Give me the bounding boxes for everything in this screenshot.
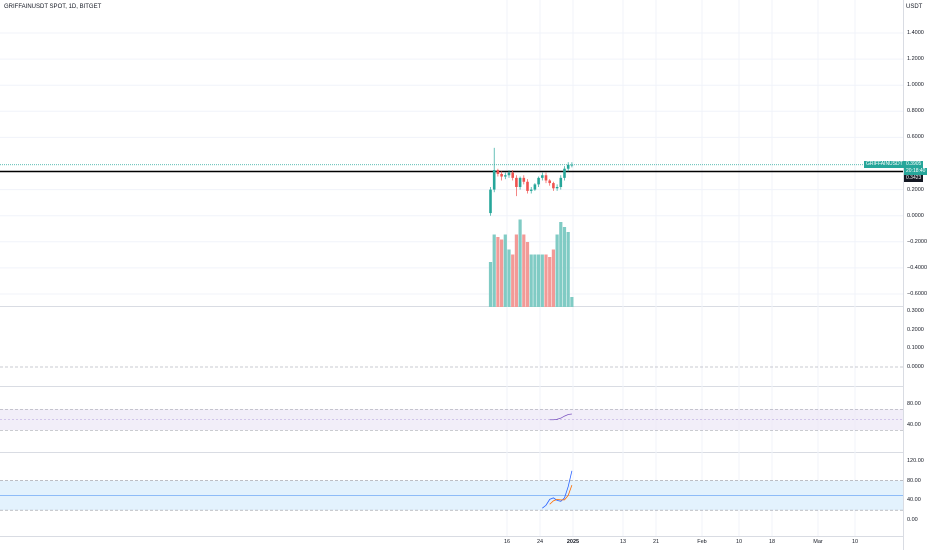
volume-bar <box>496 237 500 307</box>
candle-body <box>496 170 500 174</box>
volume-bar <box>488 262 493 307</box>
candle-body <box>504 175 507 177</box>
candle-body <box>518 177 522 187</box>
chart-canvas[interactable] <box>0 0 903 536</box>
stoch-tick-label: 80.00 <box>907 477 921 484</box>
candle-body <box>507 172 511 176</box>
time-axis-label: 2025 <box>566 539 580 545</box>
time-axis-label: Feb <box>697 539 707 545</box>
volume-bar <box>540 254 544 307</box>
time-axis-label: 21 <box>652 539 660 545</box>
price-tick-label: 1.2000 <box>907 56 924 63</box>
volume-bar <box>503 234 507 307</box>
symbol-title[interactable]: GRIFFAINUSDT SPOT, 1D, BITGET <box>4 4 102 10</box>
volume-tick-label: 0.0000 <box>907 364 924 370</box>
volume-bar <box>500 239 504 307</box>
candle-body <box>563 168 566 178</box>
candle-body <box>526 181 529 191</box>
candle-body <box>533 184 537 190</box>
time-axis-label: 24 <box>536 539 544 545</box>
volume-bar <box>514 234 518 307</box>
horizontal-line-price-badge: 0.3423 <box>904 175 924 182</box>
volume-tick-label: 0.1000 <box>907 345 924 352</box>
candle-body <box>548 180 551 184</box>
volume-bar <box>529 254 533 307</box>
volume-bar <box>559 222 563 307</box>
time-axis-label: 13 <box>619 539 627 545</box>
time-axis-label: 10 <box>851 539 859 545</box>
rsi-line <box>549 413 572 421</box>
volume-bar <box>533 254 537 307</box>
candle-body <box>537 177 540 185</box>
candle-body <box>522 177 526 182</box>
price-tick-label: −0.4000 <box>907 264 928 271</box>
volume-bar <box>548 257 552 307</box>
candle-body <box>515 177 518 187</box>
candle-body <box>559 177 563 187</box>
volume-bar <box>551 249 555 307</box>
stoch-d-line <box>549 484 573 505</box>
price-tick-label: 0.0000 <box>907 212 924 219</box>
volume-bar <box>511 254 515 307</box>
price-tick-label: 1.4000 <box>907 30 924 36</box>
volume-tick-label: 0.2000 <box>907 326 924 333</box>
symbol-price-badge: GRIFFAINUSDT <box>864 161 905 168</box>
price-tick-label: 0.2000 <box>907 186 924 193</box>
price-tick-label: 0.6000 <box>907 134 924 141</box>
stoch-tick-label: 120.00 <box>907 458 924 464</box>
candle-body <box>489 189 492 214</box>
stoch-k-line <box>542 470 573 509</box>
volume-tick-label: 0.3000 <box>907 307 924 314</box>
candle-body <box>570 164 574 166</box>
rsi-tick-label: 80.00 <box>907 401 921 407</box>
rsi-tick-label: 40.00 <box>907 422 921 428</box>
volume-bar <box>566 232 570 307</box>
candle-body <box>529 189 533 191</box>
volume-bar <box>525 242 530 307</box>
time-axis[interactable]: 16 24 2025 13 21 Feb 10 18 Mar 10 <box>0 536 903 551</box>
price-scale[interactable]: USDT 1.4000 1.2000 1.0000 0.8000 0.6000 0.200… <box>903 0 932 550</box>
volume-bar <box>522 234 526 307</box>
price-tick-label: −0.6000 <box>907 291 928 297</box>
volume-bar <box>537 254 541 307</box>
volume-bar <box>518 219 522 307</box>
stoch-tick-label: 0.00 <box>907 517 918 523</box>
candle-body <box>541 175 544 178</box>
time-axis-label: 10 <box>735 539 743 545</box>
price-tick-label: 0.8000 <box>907 108 924 115</box>
time-axis-label: 18 <box>768 539 776 545</box>
volume-bar <box>570 297 574 307</box>
chart-area[interactable]: GRIFFAINUSDT SPOT, 1D, BITGET <box>0 0 903 536</box>
volume-bar <box>544 254 548 307</box>
volume-bar <box>555 234 559 307</box>
candle-body <box>566 164 570 169</box>
time-axis-label: 16 <box>503 539 511 545</box>
volume-bar <box>492 234 496 307</box>
candle-body <box>555 186 559 189</box>
candle-body <box>492 170 496 190</box>
price-tick-label: −0.2000 <box>907 238 928 245</box>
rsi-band <box>0 409 903 431</box>
last-price-badge: 0.3905 <box>904 161 924 168</box>
volume-bar <box>507 249 511 307</box>
candle-body <box>500 173 503 177</box>
time-axis-label: Mar <box>813 539 823 545</box>
candle-body <box>511 172 514 178</box>
candle-body <box>552 183 555 189</box>
price-tick-label: 1.0000 <box>907 82 924 89</box>
candle-body <box>544 175 548 181</box>
currency-label[interactable]: USDT <box>906 4 923 10</box>
volume-bar <box>562 227 567 307</box>
countdown-badge: 20:18:40 <box>904 168 928 175</box>
stoch-tick-label: 40.00 <box>907 497 921 504</box>
